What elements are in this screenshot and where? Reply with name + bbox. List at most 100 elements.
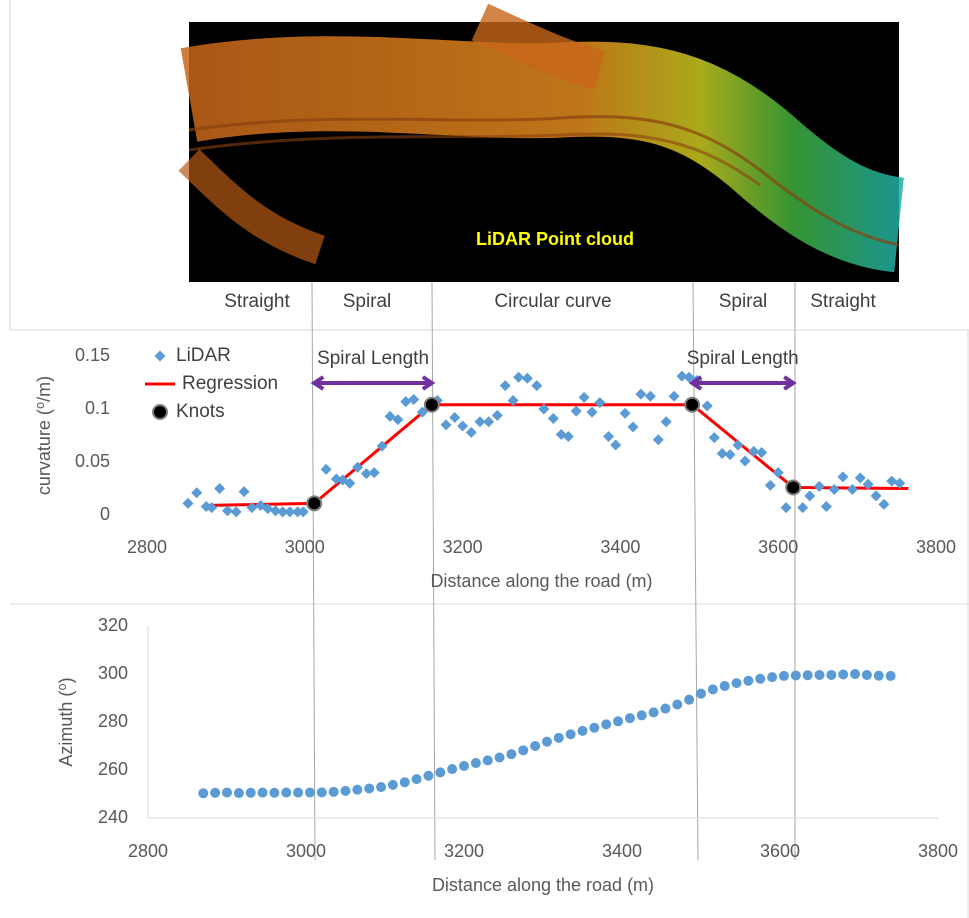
x-tick-label: 2800 <box>128 841 168 861</box>
data-point <box>483 416 494 427</box>
data-point <box>791 670 801 680</box>
data-point <box>743 676 753 686</box>
x-tick-label: 3600 <box>758 537 798 557</box>
data-point <box>329 787 339 797</box>
data-point <box>637 710 647 720</box>
data-point <box>298 506 309 517</box>
data-point <box>400 777 410 787</box>
knot <box>425 398 439 412</box>
data-point <box>571 406 582 417</box>
data-point <box>495 753 505 763</box>
data-point <box>628 422 639 433</box>
data-point <box>610 440 621 451</box>
data-point <box>305 788 315 798</box>
y-tick-label: 0.05 <box>75 451 110 471</box>
x-tick-label: 3600 <box>760 841 800 861</box>
data-point <box>321 464 332 475</box>
data-point <box>246 788 256 798</box>
x-axis-title: Distance along the road (m) <box>430 571 652 591</box>
y-tick-label: 260 <box>98 759 128 779</box>
data-point <box>732 440 743 451</box>
data-point <box>471 758 481 768</box>
data-point <box>620 408 631 419</box>
y-tick-label: 280 <box>98 711 128 731</box>
segment-label: Circular curve <box>494 291 611 312</box>
data-point <box>732 678 742 688</box>
y-tick-label: 300 <box>98 663 128 683</box>
data-point <box>720 681 730 691</box>
x-tick-label: 3800 <box>916 537 956 557</box>
data-point <box>198 788 208 798</box>
data-point <box>530 741 540 751</box>
data-point <box>814 481 825 492</box>
data-point <box>815 670 825 680</box>
data-point <box>364 783 374 793</box>
annotation-label: Spiral Length <box>317 348 429 369</box>
data-point <box>234 788 244 798</box>
data-point <box>755 674 765 684</box>
data-point <box>878 499 889 510</box>
data-point <box>709 432 720 443</box>
data-point <box>566 729 576 739</box>
data-point <box>466 427 477 438</box>
data-point <box>862 670 872 680</box>
legend-label: Knots <box>176 401 225 422</box>
data-point <box>837 471 848 482</box>
annotation-label: Spiral Length <box>687 348 799 369</box>
data-point <box>635 389 646 400</box>
data-point <box>649 707 659 717</box>
data-point <box>847 484 858 495</box>
data-point <box>767 672 777 682</box>
data-point <box>672 699 682 709</box>
knot <box>786 480 800 494</box>
legend-swatch <box>153 405 167 419</box>
data-point <box>554 733 564 743</box>
data-point <box>459 761 469 771</box>
x-tick-label: 2800 <box>127 537 167 557</box>
data-point <box>513 372 524 383</box>
data-point <box>317 787 327 797</box>
data-point <box>826 670 836 680</box>
data-point <box>669 391 680 402</box>
data-point <box>483 755 493 765</box>
data-point <box>183 498 194 509</box>
y-axis-title: Azimuth (⁰) <box>56 677 76 766</box>
data-point <box>548 413 559 424</box>
data-point <box>594 397 605 408</box>
data-point <box>578 726 588 736</box>
data-point <box>684 695 694 705</box>
data-point <box>388 780 398 790</box>
data-point <box>756 447 767 458</box>
x-tick-label: 3400 <box>600 537 640 557</box>
data-point <box>871 490 882 501</box>
data-point <box>821 501 832 512</box>
data-point <box>281 788 291 798</box>
point-cloud-image: LiDAR Point cloud <box>189 22 899 282</box>
data-point <box>779 671 789 681</box>
legend-label: LiDAR <box>176 345 231 366</box>
data-point <box>231 506 242 517</box>
y-tick-label: 0.1 <box>85 398 110 418</box>
data-point <box>874 671 884 681</box>
data-point <box>522 373 533 384</box>
data-point <box>492 410 503 421</box>
data-point <box>797 502 808 513</box>
x-tick-label: 3000 <box>285 537 325 557</box>
data-point <box>781 502 792 513</box>
data-point <box>239 486 250 497</box>
data-point <box>829 484 840 495</box>
knot <box>685 398 699 412</box>
data-point <box>423 771 433 781</box>
data-point <box>352 785 362 795</box>
x-tick-label: 3800 <box>918 841 958 861</box>
data-point <box>765 480 776 491</box>
x-tick-label: 3000 <box>286 841 326 861</box>
data-point <box>457 420 468 431</box>
data-point <box>518 745 528 755</box>
segment-label: Straight <box>224 291 290 312</box>
data-point <box>838 669 848 679</box>
y-tick-label: 0 <box>100 504 110 524</box>
data-point <box>376 782 386 792</box>
data-point <box>214 483 225 494</box>
data-point <box>412 774 422 784</box>
